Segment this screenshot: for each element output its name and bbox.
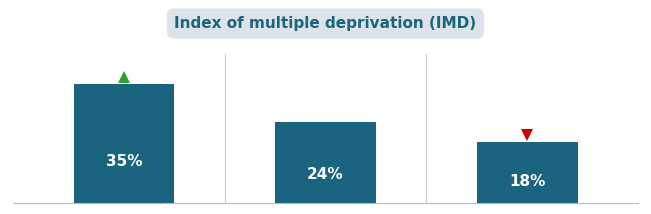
Text: 24%: 24% <box>307 167 344 182</box>
Text: 18%: 18% <box>509 174 546 189</box>
Text: 35%: 35% <box>105 154 142 169</box>
Bar <box>477 142 577 203</box>
Bar <box>275 122 376 203</box>
Bar <box>74 84 174 203</box>
Text: Index of multiple deprivation (IMD): Index of multiple deprivation (IMD) <box>174 16 477 31</box>
